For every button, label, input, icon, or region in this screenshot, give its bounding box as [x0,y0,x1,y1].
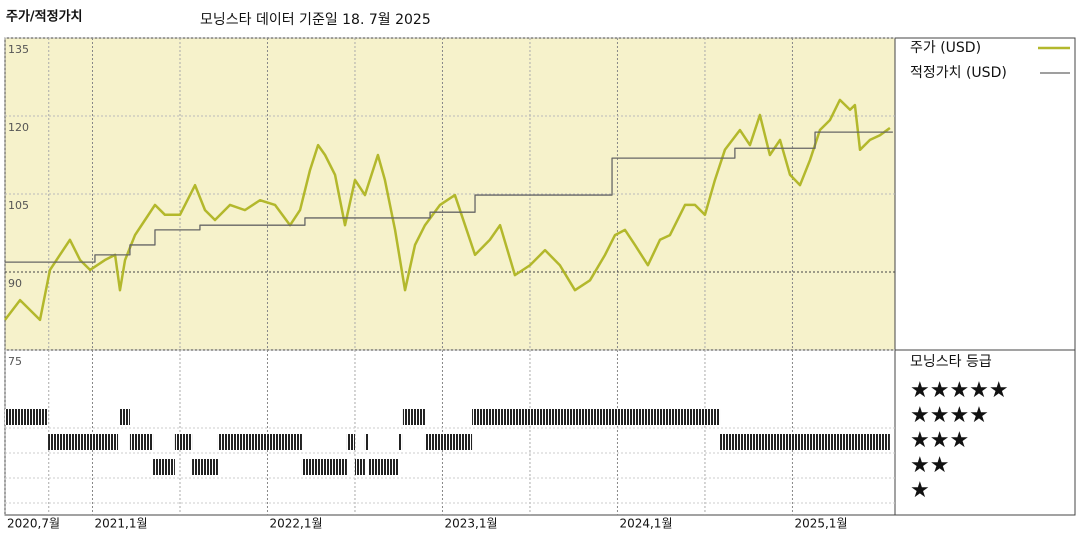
rating-segment [368,459,399,475]
chart-title: 주가/적정가치 [6,9,83,25]
rating-segment [192,459,218,475]
frame [4,37,1076,516]
rating-segment [424,434,473,450]
rating-label: ★★★ [910,428,969,453]
rating-segment [153,459,175,475]
rating-label: ★★★★ [910,403,989,428]
rating-label: ★★ [910,453,949,478]
rating-segment [119,409,130,425]
y-tick-label: 135 [8,43,29,56]
rating-segment [720,434,890,450]
rating-segment [346,434,355,450]
y-tick-label: 120 [8,121,29,134]
legend-label: 적정가치 (USD) [910,65,1007,81]
legend-label: 주가 (USD) [910,40,981,56]
x-tick-label: 2024,1월 [619,517,672,531]
rating-segment [364,434,369,450]
x-tick-label: 2023,1월 [444,517,497,531]
rating-segment [301,459,347,475]
chart-subtitle: 모닝스타 데이터 기준일 18. 7월 2025 [200,12,431,28]
series-line [5,131,893,263]
x-tick-label: 2021,1월 [94,517,147,531]
y-tick-label: 90 [8,277,22,290]
x-tick-label: 2020,7월 [7,517,60,531]
y-tick-label: 75 [8,355,22,368]
rating-label: ★ [910,478,930,503]
rating-segment [129,434,154,450]
x-tick-label: 2022,1월 [269,517,322,531]
rating-segment [472,409,721,425]
x-tick-label: 2025,1월 [794,517,847,531]
ratings-title: 모닝스타 등급 [910,354,992,370]
rating-segment [174,434,193,450]
rating-label: ★★★★★ [910,378,1009,403]
rating-segment [398,434,403,450]
y-tick-label: 105 [8,199,29,212]
rating-segment [48,434,119,450]
rating-segment [5,409,49,425]
rating-segment [217,434,302,450]
rating-segment [354,459,365,475]
rating-segment [402,409,425,425]
